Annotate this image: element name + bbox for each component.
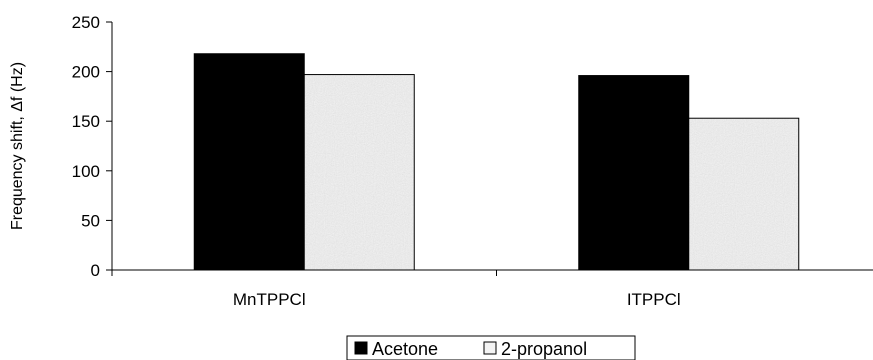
- y-tick-label: 250: [72, 13, 100, 32]
- y-axis-label: Frequency shift, Δf (Hz): [9, 62, 26, 230]
- legend-swatch-acetone: [354, 341, 368, 355]
- legend-label-acetone: Acetone: [372, 339, 438, 359]
- bar-acetone-mntppcl: [193, 53, 305, 271]
- y-tick-label: 150: [72, 112, 100, 131]
- legend: Acetone 2-propanol: [346, 335, 636, 360]
- bar-acetone-itppcl: [578, 75, 690, 271]
- y-tick-label: 50: [81, 211, 100, 230]
- legend-swatch-2-propanol: [483, 341, 497, 355]
- bar-texture: [304, 74, 415, 271]
- bar-texture: [688, 118, 799, 270]
- x-category-label: MnTPPCl: [233, 290, 306, 309]
- y-tick-label: 200: [72, 63, 100, 82]
- bar-outline: [688, 117, 800, 271]
- bar-2-propanol-itppcl: [688, 117, 800, 271]
- bars: [193, 53, 800, 271]
- legend-label-2-propanol: 2-propanol: [501, 339, 587, 359]
- y-tick-label: 100: [72, 162, 100, 181]
- bar-outline: [303, 74, 415, 271]
- bar-2-propanol-mntppcl: [303, 74, 415, 271]
- x-axis: MnTPPCl ITPPCl: [111, 269, 873, 309]
- y-axis: 0 50 100 150 200 250: [72, 13, 113, 280]
- y-tick-label: 0: [91, 261, 100, 280]
- x-category-label: ITPPCl: [627, 290, 681, 309]
